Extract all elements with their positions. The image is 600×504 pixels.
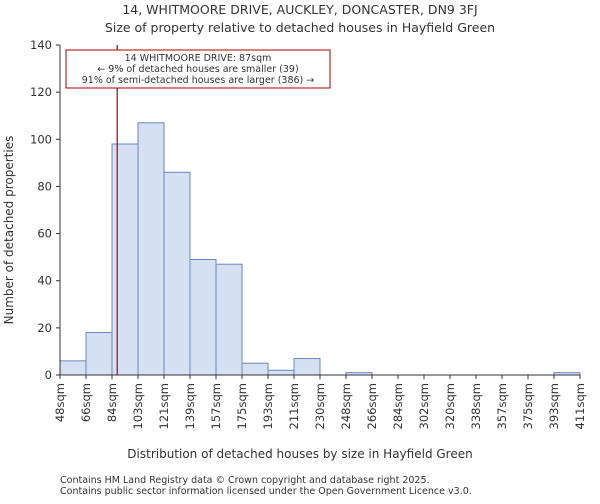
x-tick-label: 284sqm bbox=[391, 383, 405, 429]
y-tick-label: 120 bbox=[30, 85, 52, 99]
chart-title: 14, WHITMOORE DRIVE, AUCKLEY, DONCASTER,… bbox=[122, 2, 477, 17]
y-axis: 0 20 40 60 80 100 120 140 bbox=[30, 38, 61, 382]
y-tick-label: 140 bbox=[30, 38, 52, 52]
x-tick-label: 48sqm bbox=[53, 383, 67, 422]
x-tick-label: 230sqm bbox=[313, 383, 327, 429]
x-tick-label: 338sqm bbox=[469, 383, 483, 429]
x-axis-label: Distribution of detached houses by size … bbox=[127, 447, 472, 461]
bar-48sqm bbox=[59, 360, 87, 376]
x-tick-label: 139sqm bbox=[183, 383, 197, 429]
x-tick-label: 211sqm bbox=[287, 383, 301, 429]
x-axis: 48sqm 66sqm 84sqm 103sqm 121sqm 139sqm 157sqm 1… bbox=[53, 374, 587, 429]
bar-84sqm bbox=[111, 143, 139, 376]
y-tick-label: 20 bbox=[37, 321, 52, 335]
bar-66sqm bbox=[85, 332, 113, 376]
annotation-line: 14 WHITMOORE DRIVE: 87sqm bbox=[125, 53, 272, 64]
x-tick-label: 393sqm bbox=[547, 383, 561, 429]
x-tick-label: 121sqm bbox=[157, 383, 171, 429]
x-tick-label: 248sqm bbox=[339, 383, 353, 429]
x-tick-label: 193sqm bbox=[261, 383, 275, 429]
bar-121sqm bbox=[163, 171, 191, 376]
x-tick-label: 175sqm bbox=[235, 383, 249, 429]
y-tick-label: 100 bbox=[30, 132, 52, 146]
x-tick-label: 411sqm bbox=[573, 383, 587, 429]
x-tick-label: 103sqm bbox=[131, 383, 145, 429]
x-tick-label: 157sqm bbox=[209, 383, 223, 429]
annotation-line: ← 9% of detached houses are smaller (39) bbox=[97, 64, 298, 75]
annotation-box bbox=[65, 49, 331, 89]
x-tick-label: 84sqm bbox=[105, 383, 119, 422]
property-marker: 14 WHITMOORE DRIVE: 87sqm← 9% of detache… bbox=[65, 45, 331, 375]
y-tick-label: 80 bbox=[37, 179, 52, 193]
y-tick-label: 40 bbox=[37, 274, 52, 288]
bar-139sqm bbox=[189, 259, 217, 376]
bar-193sqm bbox=[267, 369, 295, 376]
footer-copyright: Contains HM Land Registry data © Crown c… bbox=[60, 475, 430, 486]
y-tick-label: 60 bbox=[37, 227, 52, 241]
y-tick-label: 0 bbox=[45, 368, 52, 382]
bar-211sqm bbox=[293, 358, 321, 376]
x-tick-label: 357sqm bbox=[495, 383, 509, 429]
x-tick-label: 66sqm bbox=[79, 383, 93, 422]
x-tick-label: 320sqm bbox=[443, 383, 457, 429]
bars-group bbox=[59, 122, 581, 376]
bar-103sqm bbox=[137, 122, 165, 376]
x-tick-label: 266sqm bbox=[365, 383, 379, 429]
annotation-line: 91% of semi-detached houses are larger (… bbox=[82, 75, 315, 86]
chart-subtitle: Size of property relative to detached ho… bbox=[105, 20, 495, 35]
bar-175sqm bbox=[241, 362, 269, 376]
footer-licence: Contains public sector information licen… bbox=[60, 486, 472, 497]
x-tick-label: 375sqm bbox=[521, 383, 535, 429]
x-tick-label: 302sqm bbox=[417, 383, 431, 429]
y-axis-label: Number of detached properties bbox=[2, 136, 16, 325]
bar-157sqm bbox=[215, 263, 243, 376]
